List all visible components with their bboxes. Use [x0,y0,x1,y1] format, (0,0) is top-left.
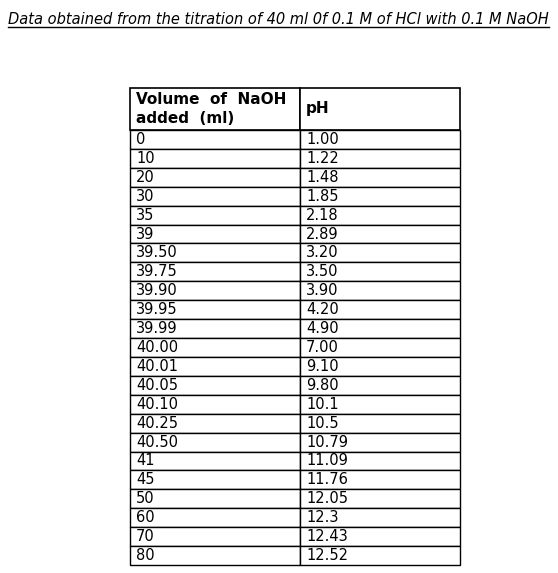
Text: 9.10: 9.10 [306,359,339,374]
Bar [130,433,300,452]
Text: 39: 39 [136,226,155,242]
Text: 3.20: 3.20 [306,245,339,261]
Text: 11.09: 11.09 [306,453,348,469]
Text: 3.90: 3.90 [306,283,339,299]
Bar [300,527,460,546]
Text: 40.50: 40.50 [136,434,178,450]
Bar [130,489,300,508]
Bar [130,546,300,565]
Text: 10.5: 10.5 [306,415,339,431]
Text: 10: 10 [136,151,155,166]
Bar [130,470,300,489]
Bar [300,130,460,149]
Bar [300,225,460,244]
Bar [300,433,460,452]
Bar [300,470,460,489]
Text: 40.25: 40.25 [136,415,178,431]
Bar [130,149,300,168]
Text: pH: pH [306,101,330,116]
Text: 39.75: 39.75 [136,264,178,280]
Text: 2.18: 2.18 [306,207,339,222]
Bar [300,508,460,527]
Bar [300,489,460,508]
Text: 39.90: 39.90 [136,283,178,299]
Bar [130,244,300,262]
Text: 60: 60 [136,510,155,525]
Text: 11.76: 11.76 [306,472,348,488]
Bar [130,187,300,206]
Text: 4.20: 4.20 [306,302,339,317]
Bar [130,357,300,376]
Bar [300,300,460,319]
Text: 12.43: 12.43 [306,529,348,544]
Text: 0: 0 [136,132,146,147]
Bar [300,395,460,414]
Bar [130,130,300,149]
Bar [300,376,460,395]
Text: 10.1: 10.1 [306,397,339,412]
Bar [130,319,300,338]
Bar [300,281,460,300]
Text: 4.90: 4.90 [306,321,339,336]
Text: 40.10: 40.10 [136,397,178,412]
Text: 45: 45 [136,472,155,488]
Bar [300,206,460,225]
Bar [300,452,460,470]
Text: 12.05: 12.05 [306,491,348,507]
Bar [130,300,300,319]
Bar [300,244,460,262]
Bar [300,546,460,565]
Text: Data obtained from the titration of 40 ml 0f 0.1 M of HCl with 0.1 M NaOH: Data obtained from the titration of 40 m… [8,12,549,27]
Text: 1.00: 1.00 [306,132,339,147]
Text: 12.3: 12.3 [306,510,339,525]
Text: 1.22: 1.22 [306,151,339,166]
Bar [130,168,300,187]
Text: 40.01: 40.01 [136,359,178,374]
Text: 40.05: 40.05 [136,378,178,393]
Text: 40.00: 40.00 [136,340,178,355]
Text: 1.85: 1.85 [306,189,339,203]
Bar [300,88,460,130]
Text: 39.50: 39.50 [136,245,178,261]
Bar [130,376,300,395]
Bar [130,206,300,225]
Text: 9.80: 9.80 [306,378,339,393]
Bar [130,508,300,527]
Bar [300,262,460,281]
Text: 20: 20 [136,170,155,185]
Bar [300,187,460,206]
Bar [300,319,460,338]
Bar [300,357,460,376]
Text: 39.95: 39.95 [136,302,177,317]
Text: 10.79: 10.79 [306,434,348,450]
Bar [130,414,300,433]
Text: 35: 35 [136,207,155,222]
Text: 70: 70 [136,529,155,544]
Bar [300,149,460,168]
Text: 50: 50 [136,491,155,507]
Bar [130,281,300,300]
Bar [300,168,460,187]
Bar [300,414,460,433]
Text: 80: 80 [136,548,155,563]
Text: 30: 30 [136,189,155,203]
Bar [130,88,300,130]
Bar [130,225,300,244]
Text: 3.50: 3.50 [306,264,339,280]
Bar [130,395,300,414]
Text: 41: 41 [136,453,155,469]
Bar [300,338,460,357]
Text: 39.99: 39.99 [136,321,177,336]
Bar [130,452,300,470]
Bar [130,527,300,546]
Bar [130,338,300,357]
Text: 12.52: 12.52 [306,548,348,563]
Text: 2.89: 2.89 [306,226,339,242]
Text: 1.48: 1.48 [306,170,339,185]
Text: 7.00: 7.00 [306,340,339,355]
Bar [130,262,300,281]
Text: Volume  of  NaOH
added  (ml): Volume of NaOH added (ml) [136,92,286,126]
